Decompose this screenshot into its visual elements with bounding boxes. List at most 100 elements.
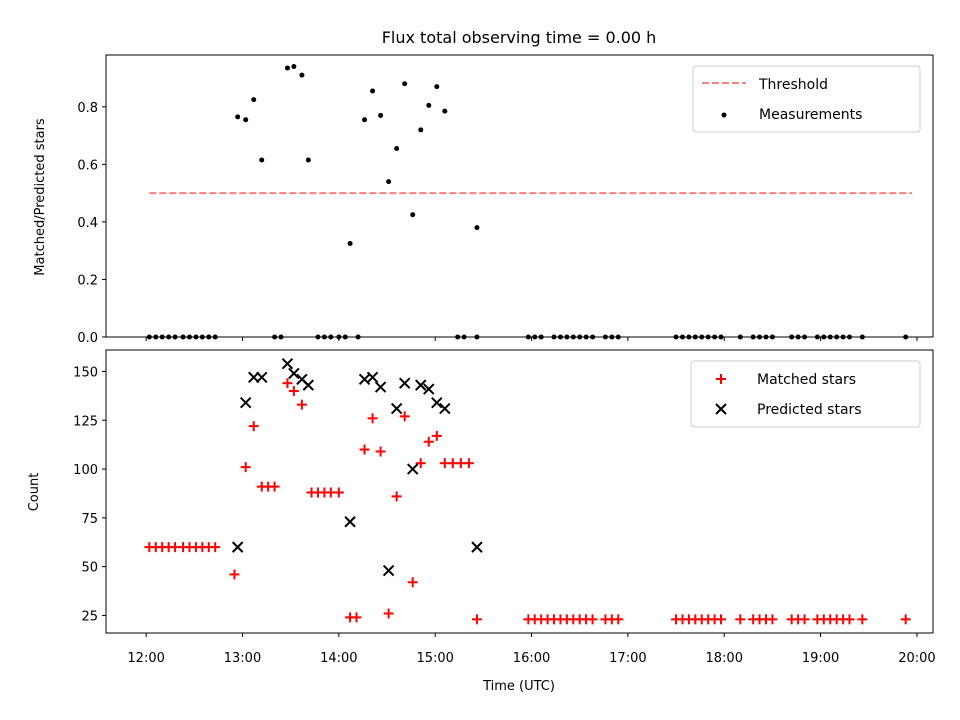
- matched-point: [282, 378, 293, 389]
- ratio-x-ticks: [145, 337, 918, 341]
- count-y-tick-label: 125: [73, 414, 98, 429]
- matched-point: [240, 462, 251, 473]
- matched-legend-marker: [716, 374, 726, 384]
- matched-legend-swatch: [716, 374, 726, 384]
- cross-b: [415, 379, 427, 391]
- predicted-point: [439, 402, 451, 415]
- measurement-point: [243, 117, 249, 123]
- predicted-point: [407, 463, 419, 475]
- matched-point: [288, 385, 299, 396]
- count-legend: Matched stars Predicted stars: [690, 360, 921, 428]
- matched-point: [367, 413, 378, 424]
- matched-point: [407, 577, 418, 588]
- measurement-point: [378, 112, 384, 118]
- measurement-point: [442, 108, 448, 114]
- measurement-point: [259, 157, 265, 163]
- cross-b: [374, 381, 387, 393]
- matched-point: [471, 614, 482, 625]
- cross-b: [390, 402, 403, 415]
- x-tick-label: 12:00: [127, 651, 164, 666]
- measurement-point: [362, 117, 368, 123]
- ratio-y-tick-label: 0.2: [77, 273, 98, 288]
- predicted-point: [423, 383, 435, 395]
- matched-point: [375, 446, 386, 457]
- predicted-point: [398, 377, 411, 389]
- measurement-point: [235, 114, 241, 120]
- count-y-tick-label: 150: [73, 365, 98, 380]
- matched-point: [269, 481, 280, 492]
- ratio-y-tick-label: 0.0: [77, 331, 98, 346]
- count-y-tick-label: 75: [81, 512, 98, 527]
- matched-point: [431, 430, 442, 441]
- predicted-point: [231, 541, 244, 553]
- chart-title: Flux total observing time = 0.00 h: [382, 28, 657, 47]
- count-y-tick-label: 100: [73, 463, 98, 478]
- measurement-point: [394, 146, 400, 152]
- matched-point: [248, 421, 259, 432]
- matched-point: [359, 444, 370, 455]
- matched-point: [399, 411, 410, 422]
- count-axes-frame: [105, 349, 934, 634]
- x-tick-label: 15:00: [416, 651, 453, 666]
- matched-point: [415, 458, 426, 469]
- measurement-point: [284, 65, 290, 71]
- predicted-point: [431, 396, 443, 409]
- matched-point: [383, 608, 394, 619]
- predicted-point: [256, 371, 268, 384]
- cross-b: [366, 371, 379, 384]
- count-y-tick-label: 50: [81, 561, 98, 576]
- matched-point: [333, 487, 344, 498]
- x-tick-label: 20:00: [898, 651, 935, 666]
- cross-b: [398, 377, 411, 389]
- threshold-legend-label: Threshold: [758, 77, 828, 93]
- cross-b: [239, 396, 252, 409]
- cross-b: [715, 403, 727, 415]
- predicted-legend-marker: [715, 403, 727, 415]
- ratio-legend-box: [692, 65, 921, 133]
- measurement-point: [386, 179, 392, 185]
- measurement-point: [347, 240, 353, 246]
- cross-b: [231, 541, 244, 553]
- predicted-point: [390, 402, 403, 415]
- predicted-point: [366, 371, 379, 384]
- cross-b: [431, 396, 443, 409]
- matched-point: [716, 614, 727, 625]
- predicted-point: [281, 357, 294, 370]
- measurement-point: [305, 157, 311, 163]
- matched-point: [857, 614, 868, 625]
- ratio-y-ticks: 0.0 0.2 0.4 0.6 0.8: [77, 101, 106, 346]
- ratio-legend: Threshold Measurements: [692, 65, 921, 133]
- cross-b: [344, 516, 356, 528]
- matched-point: [767, 614, 778, 625]
- matched-point: [463, 458, 474, 469]
- measurement-point: [251, 97, 257, 103]
- ratio-y-tick-label: 0.4: [77, 216, 98, 231]
- cross-b: [382, 564, 395, 577]
- cross-b: [471, 541, 483, 553]
- cross-b: [281, 357, 294, 370]
- ratio-y-tick-label: 0.6: [77, 158, 98, 173]
- matched-point: [799, 614, 810, 625]
- measurement-point: [410, 212, 416, 218]
- x-axis-label: Time (UTC): [482, 679, 555, 694]
- matched-point: [229, 569, 240, 580]
- ratio-y-tick-label: 0.8: [77, 101, 98, 116]
- count-y-ticks: 25 50 75 100 125 150: [73, 365, 106, 624]
- measurement-point: [434, 84, 440, 90]
- cross-b: [288, 367, 300, 380]
- predicted-point: [302, 379, 315, 391]
- count-y-axis-label: Count: [27, 473, 42, 512]
- matched-point: [210, 542, 221, 553]
- predicted-point: [288, 367, 300, 380]
- predicted-legend-swatch: [715, 403, 727, 415]
- matched-point: [351, 612, 362, 623]
- predicted-point: [415, 379, 427, 391]
- count-y-tick-label: 25: [81, 609, 98, 624]
- cross-b: [407, 463, 419, 475]
- ratio-panel: 0.00.20.40.60.8 Matched/Predicted stars …: [33, 54, 934, 346]
- measurement-point: [426, 102, 432, 108]
- cross-b: [256, 371, 268, 384]
- measurement-point: [370, 88, 376, 94]
- cross-b: [296, 373, 308, 385]
